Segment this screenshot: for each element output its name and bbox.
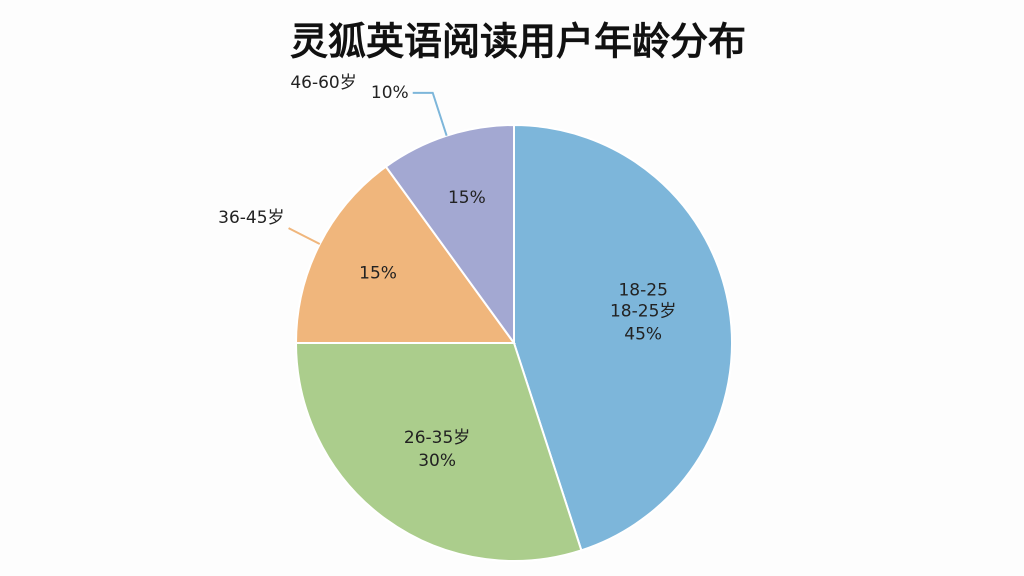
leader-line: [412, 91, 448, 136]
annotation: 15%: [448, 188, 486, 208]
leader-line: [288, 227, 321, 245]
pie-slice: [513, 123, 733, 552]
slice-category-label: 46-60岁: [290, 73, 356, 93]
slice-value-label: 15%: [359, 264, 397, 284]
pie-slice: [294, 165, 516, 344]
slice-category-label: 36-45岁: [218, 208, 284, 228]
slice-value-label: 45%: [624, 325, 662, 345]
pie-slice: [294, 342, 583, 562]
slice-value-label: 30%: [418, 451, 456, 471]
slice-category-label: 18-25岁: [610, 302, 676, 322]
chart-title: 灵狐英语阅读用户年龄分布: [290, 20, 746, 64]
annotation: 18-25: [618, 281, 667, 301]
slice-value-label: 10%: [371, 83, 409, 103]
slice-category-label: 26-35岁: [404, 428, 470, 448]
